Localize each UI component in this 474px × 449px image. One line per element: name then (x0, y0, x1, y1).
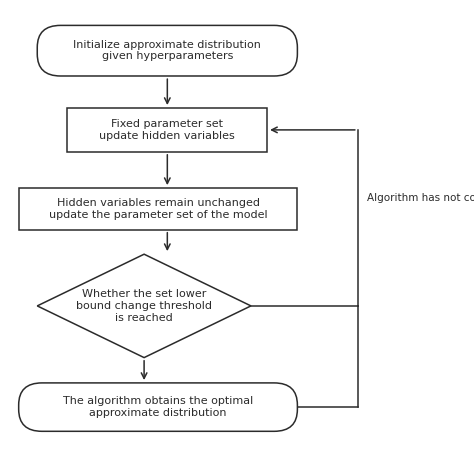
Bar (18, 188, 297, 230)
Text: Initialize approximate distribution
given hyperparameters: Initialize approximate distribution give… (73, 40, 261, 62)
Text: Whether the set lower
bound change threshold
is reached: Whether the set lower bound change thres… (76, 289, 212, 322)
Text: Hidden variables remain unchanged
update the parameter set of the model: Hidden variables remain unchanged update… (49, 198, 267, 220)
Text: Fixed parameter set
update hidden variables: Fixed parameter set update hidden variab… (100, 119, 235, 141)
FancyBboxPatch shape (37, 26, 297, 76)
Polygon shape (37, 254, 251, 357)
FancyBboxPatch shape (18, 383, 297, 431)
Text: The algorithm obtains the optimal
approximate distribution: The algorithm obtains the optimal approx… (63, 396, 253, 418)
Bar (67, 108, 267, 152)
Text: Algorithm has not converged: Algorithm has not converged (367, 193, 474, 203)
